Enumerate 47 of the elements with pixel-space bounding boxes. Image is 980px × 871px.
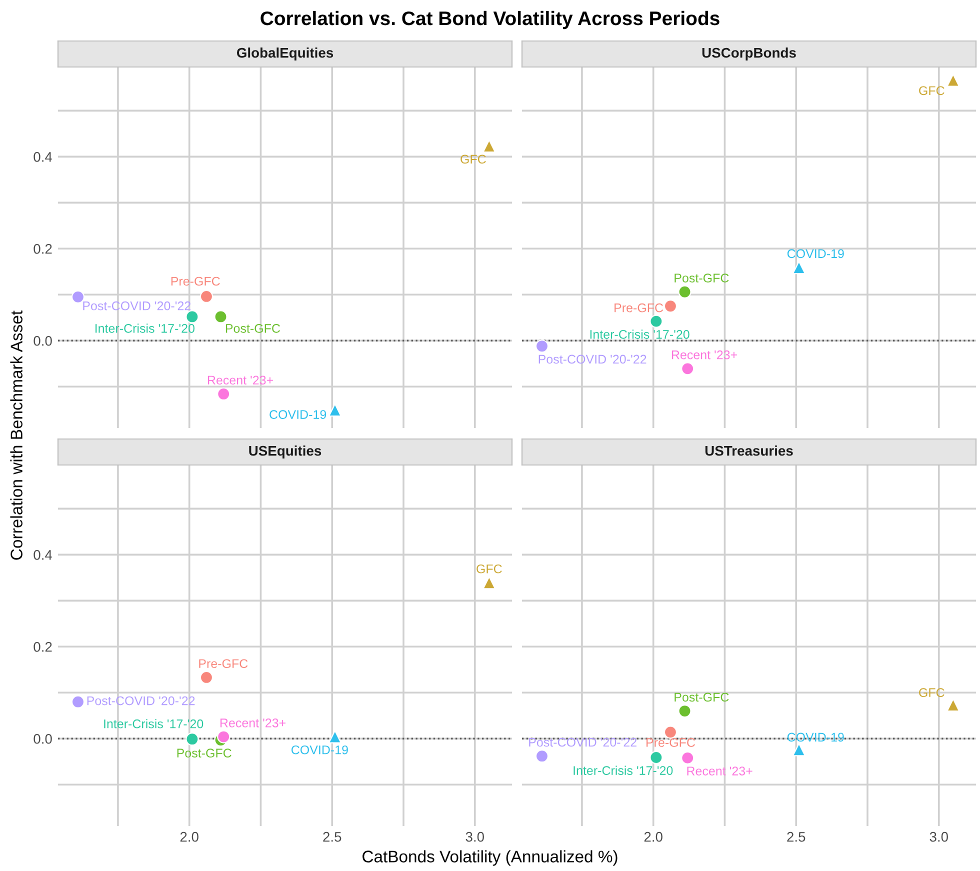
series-label: Pre-GFC: [614, 303, 664, 312]
series-label: Pre-GFC: [171, 276, 220, 286]
y-tick-label: 0.2: [34, 244, 52, 254]
series-label: Pre-GFC: [199, 659, 248, 668]
series-label: COVID-19: [787, 732, 844, 742]
x-tick-label: 2.5: [323, 832, 342, 842]
x-axis-title: CatBonds Volatility (Annualized %): [362, 850, 618, 866]
chart-title: Correlation vs. Cat Bond Volatility Across Periods: [260, 10, 720, 30]
series-label: GFC: [919, 86, 944, 96]
series-label: Recent '23+: [672, 350, 737, 360]
series-label: Post-COVID '20-'22: [529, 738, 636, 747]
series-label: Recent '23+: [208, 376, 273, 385]
series-label: Post-GFC: [177, 748, 232, 758]
series-label: Post-COVID '20-'22: [83, 301, 191, 310]
series-label: COVID-19: [787, 249, 844, 258]
series-label: Recent '23+: [220, 718, 286, 728]
series-label: Inter-Crisis '17-'20: [104, 719, 204, 728]
series-label: GFC: [919, 688, 944, 698]
series-label: GFC: [460, 154, 486, 164]
series-label: Post-GFC: [674, 692, 729, 702]
series-label: Recent '23+: [687, 766, 752, 776]
x-tick-label: 2.0: [180, 832, 198, 842]
series-label: COVID-19: [292, 745, 348, 754]
series-label: COVID-19: [270, 410, 326, 419]
y-tick-label: 0.0: [34, 734, 52, 744]
series-label: GFC: [476, 564, 502, 574]
chart-subtitle: GlobalEquities: [236, 48, 334, 60]
series-label: Post-GFC: [226, 324, 280, 333]
series-label: Post-COVID '20-'22: [538, 354, 646, 364]
series-label: Inter-Crisis '17-'20: [574, 766, 673, 775]
y-tick-label: 0.4: [34, 152, 52, 162]
y-tick-label: 0.2: [34, 642, 52, 652]
series-label: Post-COVID '20-'22: [87, 696, 195, 706]
chart-subtitle: USTreasuries: [705, 446, 793, 456]
chart-subtitle: USEquities: [249, 446, 322, 458]
x-tick-label: 2.5: [787, 832, 806, 842]
y-tick-label: 0.4: [34, 550, 52, 560]
x-tick-label: 3.0: [466, 832, 484, 842]
x-tick-label: 2.0: [644, 832, 662, 842]
y-tick-label: 0.0: [34, 336, 52, 346]
series-label: Inter-Crisis '17-'20: [96, 324, 194, 333]
series-label: Inter-Crisis '17-'20: [590, 330, 690, 339]
x-tick-label: 3.0: [930, 832, 948, 842]
chart-subtitle: USCorpBonds: [702, 48, 796, 60]
y-axis-title: Correlation with Benchmark Asset: [10, 310, 22, 560]
series-label: Pre-GFC: [646, 738, 696, 747]
series-label: Post-GFC: [674, 274, 729, 282]
